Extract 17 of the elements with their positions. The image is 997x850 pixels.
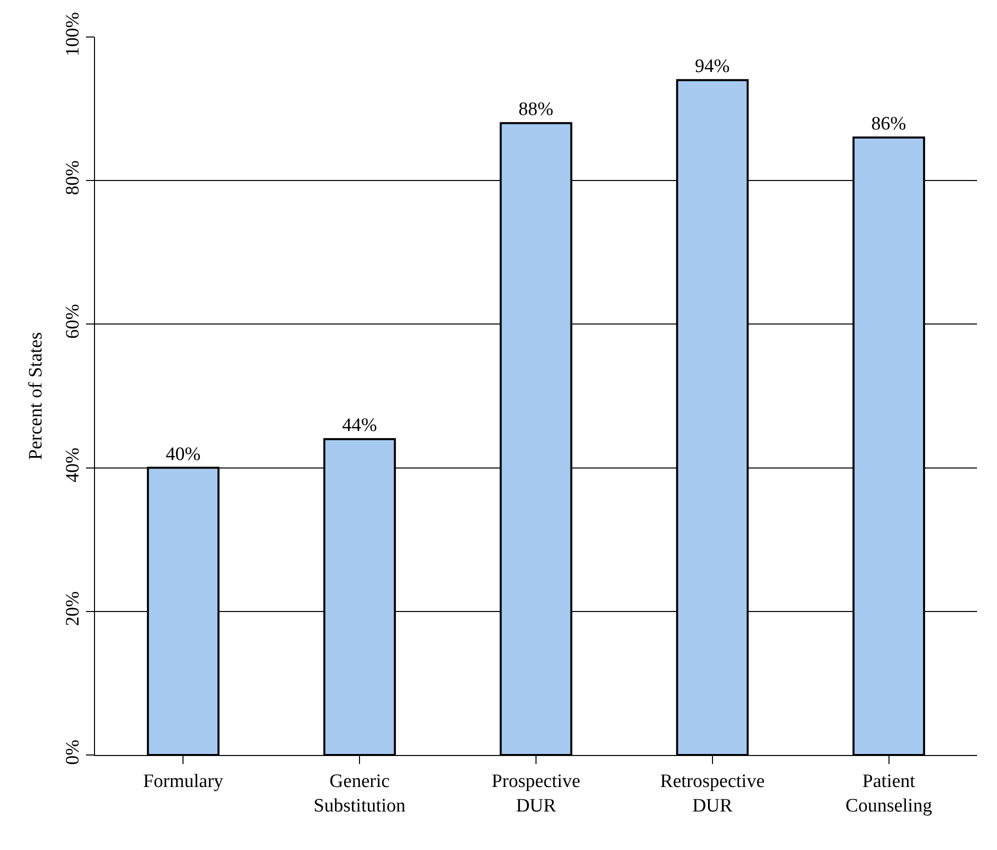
x-tick-label: Patient Counseling: [846, 770, 933, 816]
data-label: 44%: [342, 415, 378, 436]
data-label: 94%: [694, 56, 730, 78]
x-tick-label: Prospective DUR: [492, 770, 580, 816]
x-tick-label: Formulary: [143, 770, 224, 792]
y-tick-label: 80%: [62, 160, 84, 196]
y-tick-label: 40%: [62, 447, 84, 482]
y-tick-label: 60%: [62, 304, 84, 339]
y-tick-label: 20%: [62, 590, 84, 626]
data-label: 88%: [518, 99, 554, 120]
y-tick-label: 0%: [62, 739, 84, 765]
x-tick-label: Generic Substitution: [314, 770, 406, 816]
y-axis-title: Percent of States: [25, 332, 46, 460]
data-label: 86%: [871, 114, 906, 135]
y-tick-label: 100%: [62, 12, 84, 56]
x-tick-label: Retrospective DUR: [660, 770, 765, 816]
data-label: 40%: [166, 444, 201, 465]
